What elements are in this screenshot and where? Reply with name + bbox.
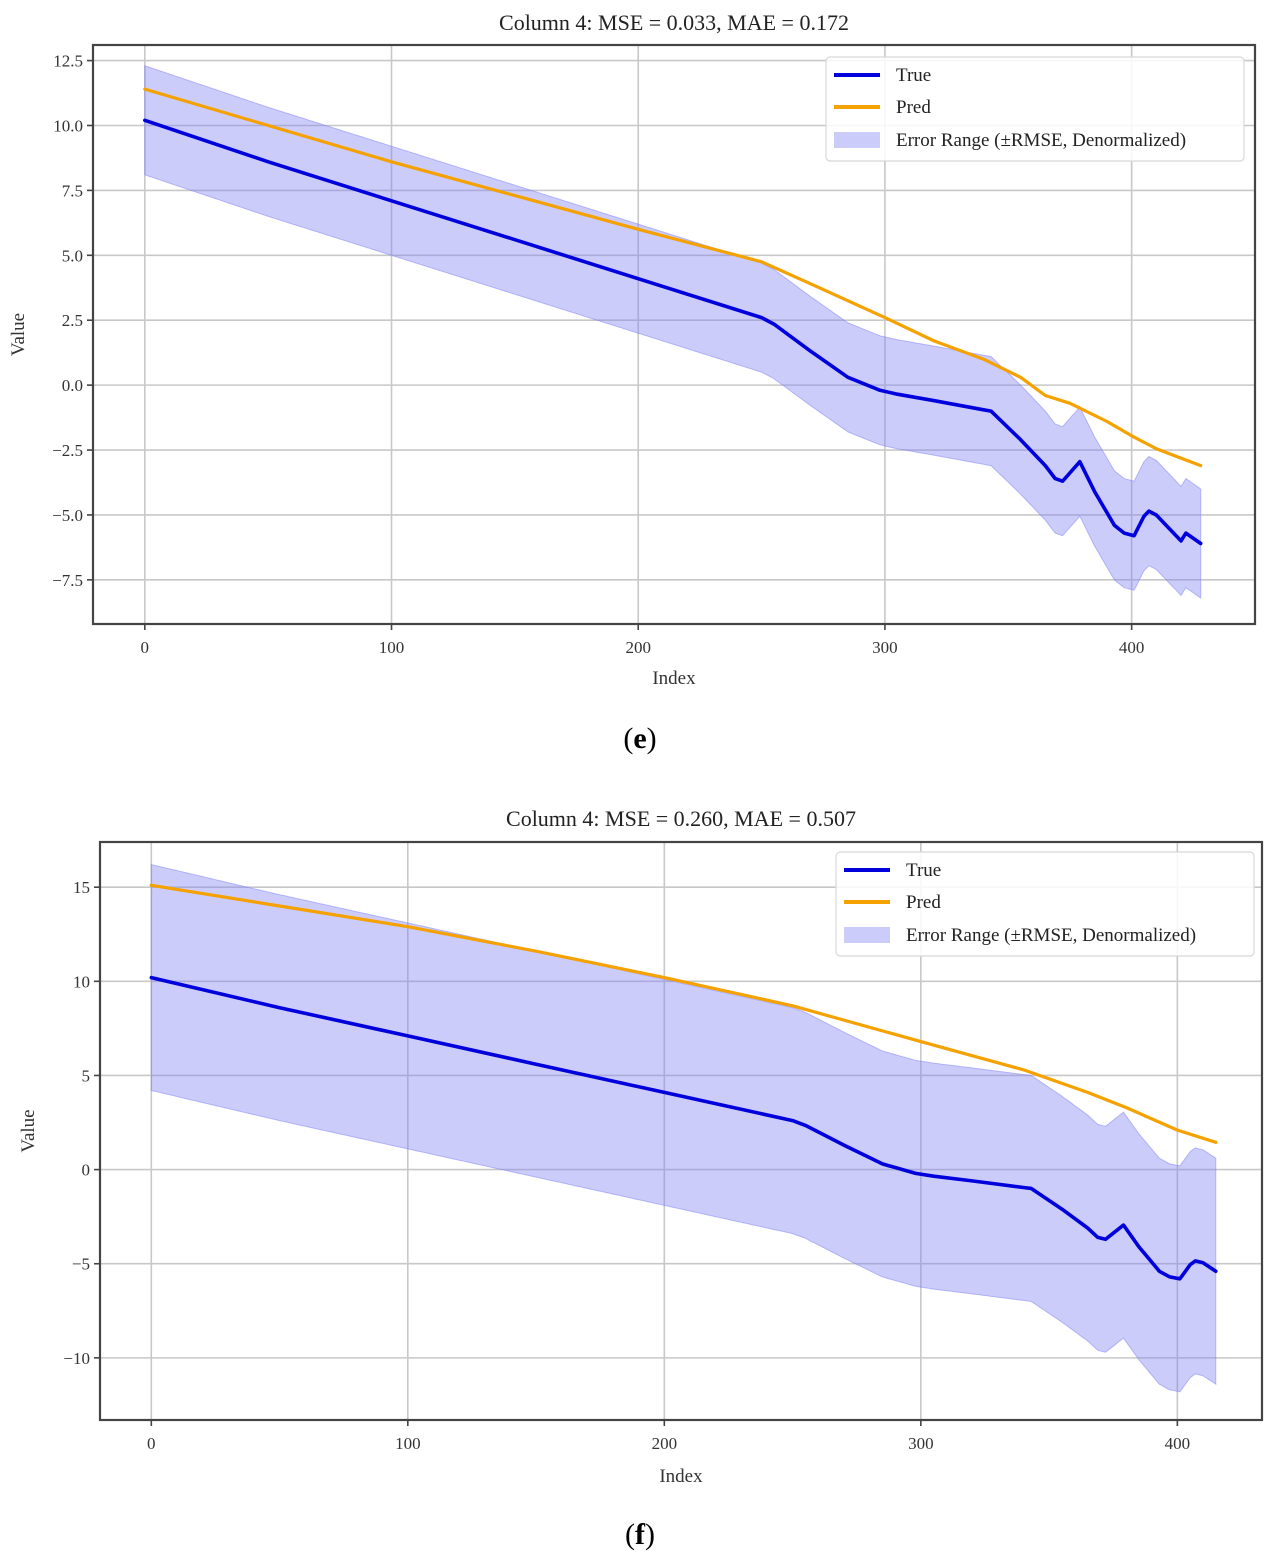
y-tick-label: −10 <box>63 1349 90 1368</box>
x-tick-label: 0 <box>141 638 150 657</box>
legend-band-label: Error Range (±RMSE, Denormalized) <box>906 925 1196 946</box>
x-tick-label: 100 <box>395 1434 421 1453</box>
y-tick-label: 5.0 <box>62 246 83 265</box>
y-tick-label: 0 <box>82 1161 91 1180</box>
legend-band-swatch <box>834 132 880 148</box>
chart-title: Column 4: MSE = 0.260, MAE = 0.507 <box>506 806 856 831</box>
legend-true-label: True <box>896 65 931 86</box>
axes-frame <box>98 840 1264 1422</box>
x-tick-label: 100 <box>379 638 405 657</box>
x-tick-label: 200 <box>652 1434 678 1453</box>
y-tick-label: −7.5 <box>52 571 83 590</box>
gridlines <box>93 45 1255 624</box>
legend-pred-label: Pred <box>906 892 941 913</box>
chart-panel-e: 0 100 200 300 400 12.5 10.0 7.5 5.0 2.5 0.0 −2.5 −5.… <box>8 10 1257 755</box>
x-tick-label: 0 <box>147 1434 156 1453</box>
y-axis-label: Value <box>8 313 29 356</box>
y-tick-label: −5.0 <box>52 506 83 525</box>
chart-panel-f: 0 100 200 300 400 15 10 5 0 −5 −10 Column 4: MSE =… <box>18 806 1264 1551</box>
legend: True Pred Error Range (±RMSE, Denormaliz… <box>825 56 1245 162</box>
caption-letter: f <box>635 1518 646 1551</box>
series-layer <box>149 883 1218 1281</box>
series-line-true <box>149 975 1218 1281</box>
x-tick-label: 400 <box>1165 1434 1191 1453</box>
axis-ticks: 0 100 200 300 400 12.5 10.0 7.5 5.0 2.5 0.0 −2.5 −5.… <box>52 52 1144 657</box>
series-layer <box>143 87 1203 546</box>
axis-ticks: 0 100 200 300 400 15 10 5 0 −5 −10 <box>63 878 1190 1453</box>
y-tick-label: 7.5 <box>62 181 83 200</box>
x-tick-label: 200 <box>625 638 651 657</box>
panel-caption: (f) <box>625 1518 655 1551</box>
legend-true-label: True <box>906 860 941 881</box>
y-tick-label: 10.0 <box>53 116 83 135</box>
x-axis-label: Index <box>652 668 696 689</box>
legend-band-swatch <box>844 927 890 943</box>
y-tick-label: 0.0 <box>62 376 83 395</box>
legend-box <box>835 851 1255 957</box>
series-line-pred <box>143 87 1203 468</box>
error-range-band <box>144 65 1202 599</box>
y-tick-label: 10 <box>73 972 90 991</box>
y-tick-label: 12.5 <box>53 52 83 71</box>
x-axis-label: Index <box>659 1466 703 1487</box>
legend-band-label: Error Range (±RMSE, Denormalized) <box>896 130 1186 151</box>
panel-caption: (e) <box>623 722 656 755</box>
x-tick-label: 300 <box>908 1434 934 1453</box>
series-line-pred <box>149 883 1218 1144</box>
y-tick-label: 5 <box>82 1066 91 1085</box>
x-tick-label: 400 <box>1119 638 1145 657</box>
y-axis-label: Value <box>18 1109 39 1152</box>
axes-frame <box>91 43 1257 626</box>
legend-box <box>825 56 1245 162</box>
y-tick-label: −5 <box>72 1255 90 1274</box>
legend-pred-label: Pred <box>896 97 931 118</box>
caption-letter: e <box>633 722 646 755</box>
chart-title: Column 4: MSE = 0.033, MAE = 0.172 <box>499 10 849 35</box>
x-tick-label: 300 <box>872 638 898 657</box>
error-band-layer <box>144 65 1202 599</box>
legend: True Pred Error Range (±RMSE, Denormaliz… <box>835 851 1255 957</box>
y-tick-label: 2.5 <box>62 311 83 330</box>
series-line-true <box>143 118 1203 546</box>
y-tick-label: 15 <box>73 878 90 897</box>
y-tick-label: −2.5 <box>52 441 83 460</box>
